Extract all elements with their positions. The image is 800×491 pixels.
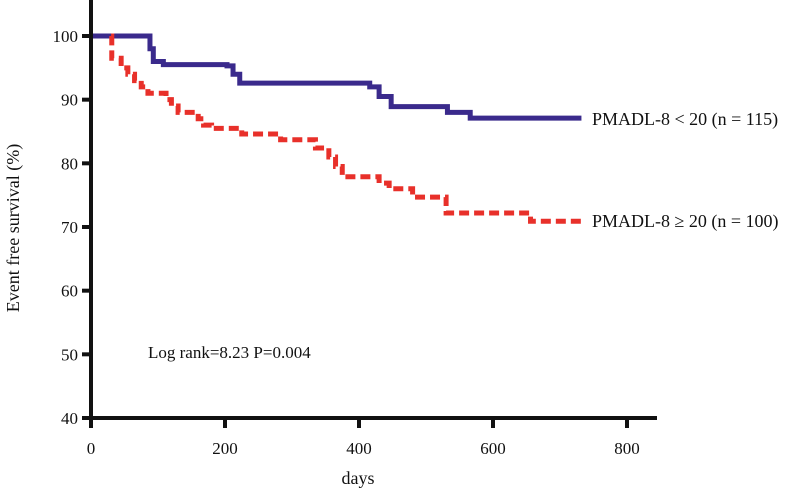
x-axis: 0 200 400 600 800	[87, 416, 657, 458]
x-tick-label: 600	[480, 439, 506, 458]
y-tick-label: 70	[61, 218, 78, 237]
x-tick-label: 200	[212, 439, 238, 458]
y-tick-label: 60	[61, 282, 78, 301]
log-rank-annotation: Log rank=8.23 P=0.004	[148, 343, 311, 362]
series-label-pmadl-low: PMADL-8 < 20 (n = 115)	[592, 109, 778, 130]
x-tick-label: 400	[346, 439, 372, 458]
y-axis: 40 50 60 70 80 90 100	[53, 0, 93, 428]
y-tick-label: 40	[61, 409, 78, 428]
series-line-0	[91, 33, 582, 121]
x-tick-label: 0	[87, 439, 96, 458]
y-tick-label: 50	[61, 345, 78, 364]
series-line-1	[109, 33, 582, 224]
x-tick-label: 800	[614, 439, 640, 458]
y-tick-label: 100	[53, 27, 79, 46]
y-tick-label: 80	[61, 154, 78, 173]
y-tick-label: 90	[61, 91, 78, 110]
y-axis-title: Event free survival (%)	[3, 144, 24, 312]
x-axis-title: days	[342, 468, 375, 488]
plot-area	[91, 33, 582, 224]
series-label-pmadl-high: PMADL-8 ≥ 20 (n = 100)	[592, 211, 779, 232]
